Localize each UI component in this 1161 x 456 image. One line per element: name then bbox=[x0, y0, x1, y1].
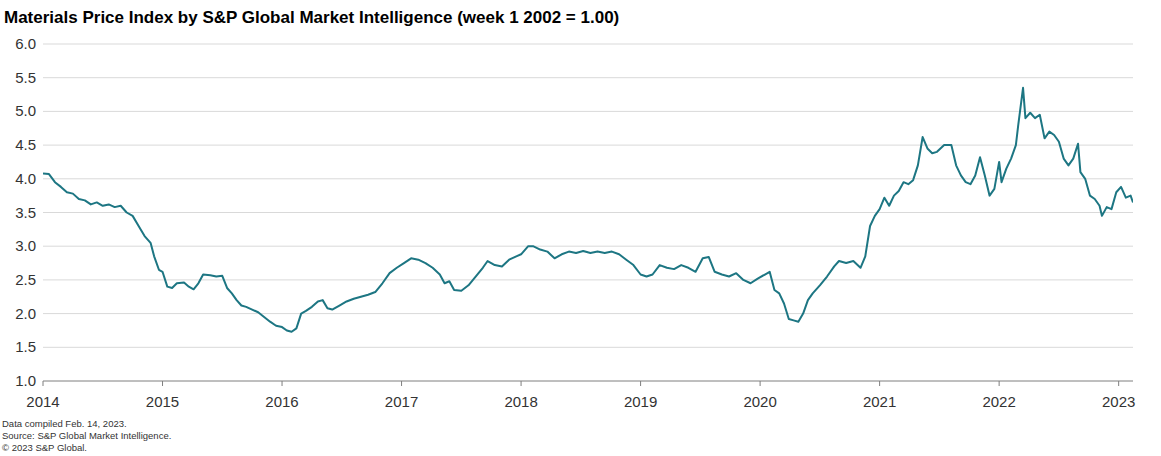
x-tick-label: 2021 bbox=[863, 393, 896, 410]
footer-note: Data compiled Feb. 14, 2023. bbox=[2, 418, 127, 429]
grid-line bbox=[43, 313, 1133, 314]
x-tick bbox=[999, 381, 1000, 386]
x-tick-label: 2018 bbox=[504, 393, 537, 410]
x-tick bbox=[879, 381, 880, 386]
x-tick bbox=[521, 381, 522, 386]
x-tick bbox=[43, 381, 44, 386]
y-tick-label: 2.0 bbox=[15, 305, 36, 322]
grid-line bbox=[43, 145, 1133, 146]
y-tick-label: 4.0 bbox=[15, 170, 36, 187]
y-tick-label: 3.5 bbox=[15, 204, 36, 221]
chart-title: Materials Price Index by S&P Global Mark… bbox=[4, 8, 619, 27]
x-tick-label: 2023 bbox=[1102, 393, 1135, 410]
y-tick-label: 1.0 bbox=[15, 372, 36, 389]
index-line bbox=[43, 88, 1133, 332]
x-tick bbox=[640, 381, 641, 386]
grid-line bbox=[43, 111, 1133, 112]
grid-line bbox=[43, 44, 1133, 45]
x-tick bbox=[401, 381, 402, 386]
grid-line bbox=[43, 246, 1133, 247]
x-tick-label: 2020 bbox=[743, 393, 776, 410]
x-tick-label: 2017 bbox=[385, 393, 418, 410]
x-tick bbox=[760, 381, 761, 386]
grid-line bbox=[43, 77, 1133, 78]
y-tick-label: 5.5 bbox=[15, 69, 36, 86]
x-tick-label: 2015 bbox=[146, 393, 179, 410]
grid-line bbox=[43, 347, 1133, 348]
x-tick bbox=[162, 381, 163, 386]
grid-line bbox=[43, 279, 1133, 280]
y-tick-label: 3.0 bbox=[15, 237, 36, 254]
y-tick-label: 5.0 bbox=[15, 102, 36, 119]
y-tick-label: 6.0 bbox=[15, 35, 36, 52]
x-axis bbox=[43, 381, 1133, 382]
x-tick bbox=[282, 381, 283, 386]
y-tick-label: 2.5 bbox=[15, 271, 36, 288]
footer-note: Source: S&P Global Market Intelligence. bbox=[2, 430, 171, 441]
y-tick-label: 1.5 bbox=[15, 338, 36, 355]
x-tick-label: 2016 bbox=[265, 393, 298, 410]
x-tick-label: 2014 bbox=[26, 393, 59, 410]
y-tick-label: 4.5 bbox=[15, 136, 36, 153]
x-tick-label: 2019 bbox=[624, 393, 657, 410]
footer-note: © 2023 S&P Global. bbox=[2, 442, 87, 453]
x-tick bbox=[1118, 381, 1119, 386]
plot-area bbox=[43, 88, 1133, 332]
grid-line bbox=[43, 178, 1133, 179]
grid-line bbox=[43, 212, 1133, 213]
x-tick-label: 2022 bbox=[982, 393, 1015, 410]
